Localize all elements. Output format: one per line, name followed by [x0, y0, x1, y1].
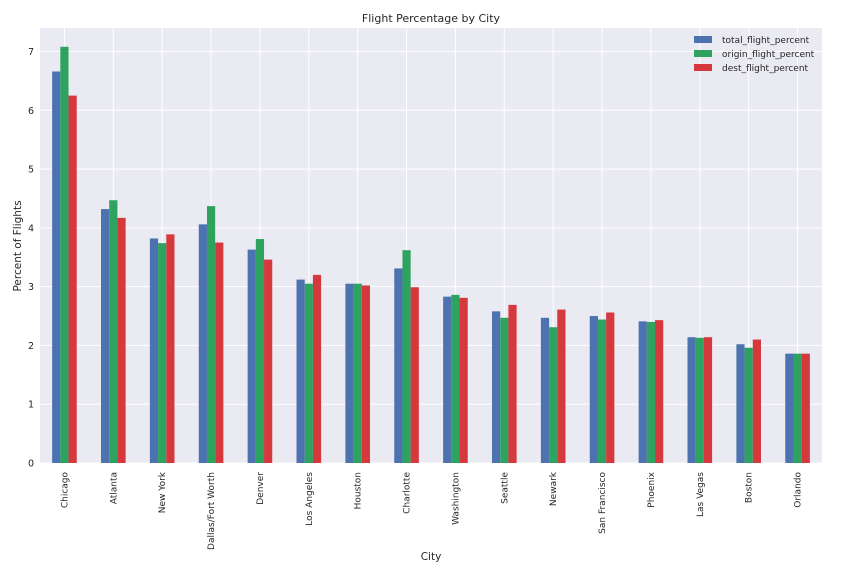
bar-total_flight_percent-11 [589, 316, 598, 463]
bar-dest_flight_percent-5 [312, 274, 322, 463]
legend-label: dest_flight_percent [722, 64, 809, 74]
bar-total_flight_percent-12 [638, 321, 647, 463]
bar-dest_flight_percent-4 [264, 259, 273, 463]
x-tick-label: Las Vegas [696, 472, 706, 517]
bar-origin_flight_percent-10 [549, 327, 558, 463]
y-axis-label: Percent of Flights [12, 200, 24, 291]
bar-total_flight_percent-4 [247, 249, 256, 463]
bars [52, 46, 810, 463]
bar-total_flight_percent-8 [443, 296, 452, 463]
y-tick-label: 2 [28, 341, 34, 352]
bar-total_flight_percent-1 [101, 209, 110, 463]
bar-dest_flight_percent-13 [703, 337, 713, 463]
bar-dest_flight_percent-7 [410, 287, 419, 463]
bar-origin_flight_percent-7 [402, 250, 411, 463]
x-tick-label: New York [158, 471, 168, 513]
bar-dest_flight_percent-14 [752, 339, 761, 463]
x-tick-label: Washington [451, 472, 461, 525]
y-tick-label: 5 [28, 165, 34, 176]
bar-origin_flight_percent-5 [304, 283, 313, 463]
x-tick-label: Phoenix [647, 471, 657, 507]
bar-origin_flight_percent-8 [451, 294, 460, 463]
x-tick-labels: Chicago Atlanta New York Dallas/Fort Worth D… [60, 471, 803, 550]
x-tick-label: San Francisco [598, 472, 608, 534]
bar-dest_flight_percent-1 [117, 217, 126, 463]
bar-dest_flight_percent-8 [459, 297, 468, 463]
bar-dest_flight_percent-11 [606, 312, 615, 463]
bar-total_flight_percent-7 [394, 268, 403, 463]
bar-total_flight_percent-3 [198, 224, 207, 463]
bar-origin_flight_percent-6 [353, 283, 362, 463]
bar-dest_flight_percent-6 [361, 285, 370, 463]
legend-swatch [694, 64, 712, 71]
x-tick-label: Chicago [60, 472, 70, 509]
legend-label: origin_flight_percent [722, 50, 815, 60]
y-tick-label: 0 [28, 459, 34, 470]
chart-title: Flight Percentage by City [362, 12, 501, 25]
bar-origin_flight_percent-13 [695, 337, 704, 463]
y-tick-label: 3 [28, 282, 34, 293]
bar-dest_flight_percent-12 [655, 320, 664, 463]
bar-total_flight_percent-15 [785, 353, 794, 463]
bar-dest_flight_percent-15 [801, 353, 810, 463]
x-tick-label: Houston [354, 472, 364, 509]
bar-total_flight_percent-0 [52, 71, 61, 463]
bar-origin_flight_percent-12 [646, 321, 656, 463]
bar-origin_flight_percent-14 [744, 347, 753, 463]
bar-dest_flight_percent-10 [557, 309, 566, 463]
bar-origin_flight_percent-0 [60, 46, 69, 463]
y-tick-label: 1 [28, 400, 34, 411]
x-tick-label: Denver [256, 472, 266, 505]
y-tick-label: 7 [28, 47, 34, 58]
bar-dest_flight_percent-3 [215, 242, 224, 463]
x-tick-label: Charlotte [403, 472, 413, 514]
x-tick-label: Seattle [500, 472, 510, 504]
bar-origin_flight_percent-2 [158, 243, 167, 463]
bar-total_flight_percent-9 [492, 311, 501, 463]
bar-origin_flight_percent-3 [206, 206, 216, 463]
x-tick-label: Los Angeles [305, 472, 315, 526]
bar-dest_flight_percent-2 [166, 234, 175, 463]
x-axis-label: City [421, 551, 442, 563]
y-tick-label: 4 [28, 223, 34, 234]
bar-dest_flight_percent-0 [68, 95, 77, 463]
legend-swatch [694, 50, 712, 57]
bar-total_flight_percent-5 [296, 279, 305, 463]
bar-origin_flight_percent-11 [597, 319, 607, 463]
bar-total_flight_percent-13 [687, 337, 696, 463]
y-tick-label: 6 [28, 106, 34, 117]
x-tick-label: Orlando [794, 472, 804, 508]
x-tick-label: Atlanta [109, 472, 119, 504]
bar-origin_flight_percent-4 [255, 239, 265, 463]
bar-total_flight_percent-2 [149, 238, 159, 463]
bar-total_flight_percent-10 [540, 317, 550, 463]
y-tick-labels: 0 1 2 3 4 5 6 7 [28, 47, 34, 469]
legend-label: total_flight_percent [722, 36, 810, 46]
bar-total_flight_percent-14 [736, 344, 745, 463]
legend-swatch [694, 36, 712, 43]
x-tick-label: Dallas/Fort Worth [207, 472, 217, 550]
bar-origin_flight_percent-15 [793, 353, 802, 463]
x-tick-label: Newark [549, 471, 559, 506]
x-tick-label: Boston [745, 472, 755, 503]
legend: total_flight_percent origin_flight_percen… [694, 36, 815, 74]
bar-origin_flight_percent-1 [109, 200, 118, 463]
bar-origin_flight_percent-9 [500, 317, 509, 463]
bar-total_flight_percent-6 [345, 283, 354, 463]
bar-dest_flight_percent-9 [508, 304, 517, 463]
